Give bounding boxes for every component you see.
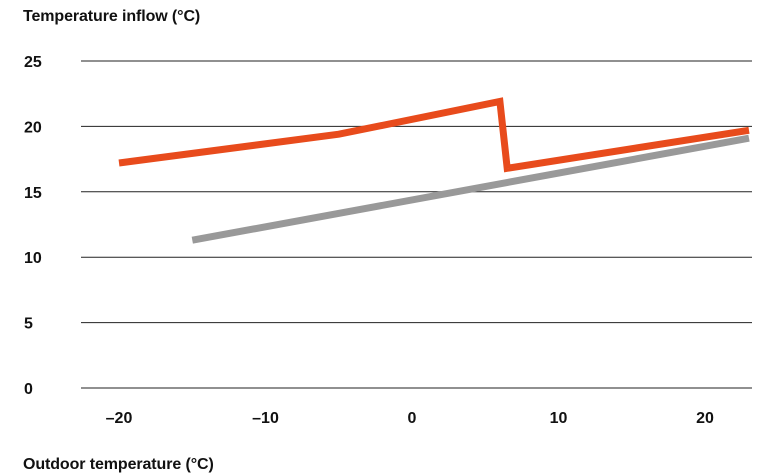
series-line-orange — [118, 97, 750, 173]
y-tick-label: 5 — [24, 316, 33, 333]
x-tick-label: 20 — [696, 410, 714, 427]
x-tick-label: –10 — [252, 410, 279, 427]
y-tick-labels: 25 20 15 10 5 0 — [24, 54, 42, 398]
gridlines — [81, 60, 752, 389]
series-line-gray — [191, 134, 750, 244]
y-tick-label: 25 — [24, 54, 42, 71]
x-axis-title: Outdoor temperature (°C) — [23, 456, 214, 473]
x-tick-labels: –20 –10 0 10 20 — [106, 410, 714, 427]
y-tick-label: 0 — [24, 381, 33, 398]
y-axis-title: Temperature inflow (°C) — [23, 8, 201, 25]
y-tick-label: 10 — [24, 250, 42, 267]
series-lines — [118, 97, 750, 244]
x-tick-label: 0 — [408, 410, 417, 427]
y-tick-label: 15 — [24, 185, 42, 202]
x-tick-label: 10 — [550, 410, 568, 427]
y-tick-label: 20 — [24, 119, 42, 136]
x-tick-label: –20 — [106, 410, 133, 427]
